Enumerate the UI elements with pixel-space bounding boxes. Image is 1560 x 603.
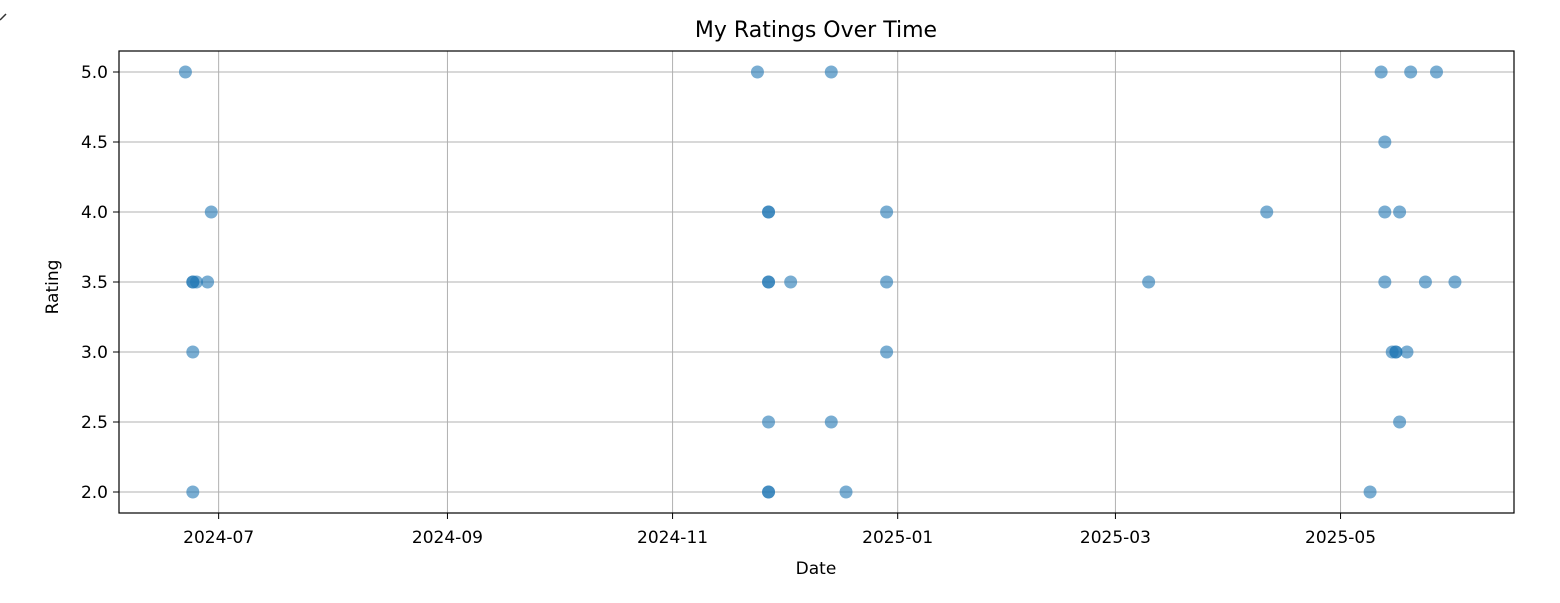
- data-point: [1393, 415, 1407, 429]
- x-tick-label: 2024-07: [183, 528, 254, 548]
- data-points: [178, 65, 1462, 499]
- data-point: [880, 345, 894, 359]
- y-tick-label: 2.5: [81, 413, 108, 433]
- axis-ticks: 2024-07 2024-09 2024-11 2025-01 2025-03 2025-…: [81, 63, 1376, 548]
- y-tick-label: 4.5: [81, 133, 108, 153]
- data-point: [1142, 275, 1156, 289]
- data-point: [201, 275, 215, 289]
- data-point: [1378, 205, 1392, 219]
- data-point: [1378, 135, 1392, 149]
- y-axis-label: Rating: [43, 260, 63, 315]
- data-point: [880, 205, 894, 219]
- x-tick-label: 2025-03: [1080, 528, 1151, 548]
- data-point: [750, 65, 764, 79]
- data-point: [1378, 275, 1392, 289]
- grid-lines: [119, 51, 1514, 513]
- data-point: [824, 415, 838, 429]
- data-point: [762, 275, 776, 289]
- data-point: [204, 205, 218, 219]
- x-tick-label: 2025-01: [862, 528, 933, 548]
- data-point: [1418, 275, 1432, 289]
- data-point: [762, 485, 776, 499]
- x-tick-label: 2024-09: [412, 528, 483, 548]
- data-point: [1404, 65, 1418, 79]
- data-point: [1374, 65, 1388, 79]
- corner-chevron-icon: [0, 13, 7, 21]
- data-point: [1400, 345, 1414, 359]
- y-tick-label: 3.5: [81, 273, 108, 293]
- data-point: [1430, 65, 1443, 79]
- data-point: [880, 275, 894, 289]
- chart-title: My Ratings Over Time: [695, 18, 937, 43]
- data-point: [1260, 205, 1274, 219]
- data-point: [186, 485, 200, 499]
- data-point: [1389, 345, 1403, 359]
- data-point: [178, 65, 192, 79]
- x-tick-label: 2024-11: [637, 528, 708, 548]
- data-point: [190, 275, 203, 289]
- y-tick-label: 2.0: [81, 483, 108, 503]
- data-point: [186, 345, 200, 359]
- y-tick-label: 5.0: [81, 63, 108, 83]
- data-point: [1363, 485, 1377, 499]
- data-point: [824, 65, 838, 79]
- data-point: [762, 205, 776, 219]
- y-tick-label: 4.0: [81, 203, 108, 223]
- data-point: [784, 275, 798, 289]
- data-point: [839, 485, 853, 499]
- x-tick-label: 2025-05: [1305, 528, 1376, 548]
- data-point: [1448, 275, 1462, 289]
- y-tick-label: 3.0: [81, 343, 108, 363]
- data-point: [1393, 205, 1407, 219]
- data-point: [762, 415, 776, 429]
- x-axis-label: Date: [796, 559, 837, 579]
